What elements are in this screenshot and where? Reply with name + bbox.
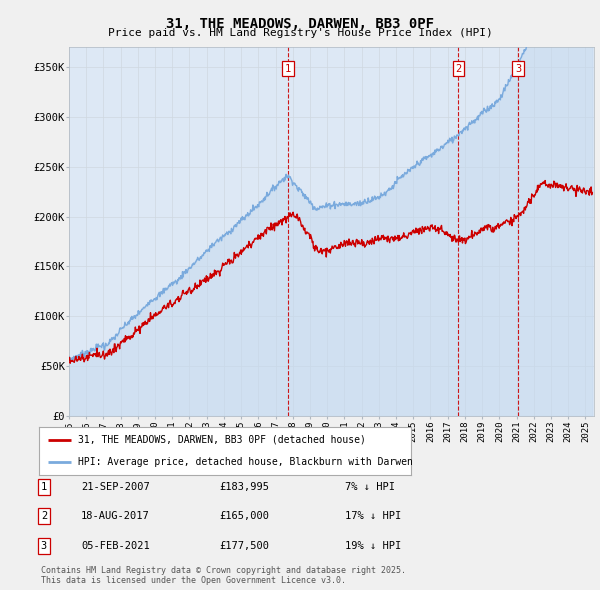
Text: 2: 2 <box>455 64 461 74</box>
Text: HPI: Average price, detached house, Blackburn with Darwen: HPI: Average price, detached house, Blac… <box>78 457 413 467</box>
Text: 2: 2 <box>41 512 47 521</box>
Text: 17% ↓ HPI: 17% ↓ HPI <box>345 512 401 521</box>
Text: 7% ↓ HPI: 7% ↓ HPI <box>345 482 395 491</box>
Text: £165,000: £165,000 <box>219 512 269 521</box>
Text: £177,500: £177,500 <box>219 541 269 550</box>
Text: £183,995: £183,995 <box>219 482 269 491</box>
Text: 1: 1 <box>285 64 291 74</box>
Text: Price paid vs. HM Land Registry's House Price Index (HPI): Price paid vs. HM Land Registry's House … <box>107 28 493 38</box>
Text: 1: 1 <box>41 482 47 491</box>
Text: 31, THE MEADOWS, DARWEN, BB3 0PF (detached house): 31, THE MEADOWS, DARWEN, BB3 0PF (detach… <box>78 435 366 445</box>
Text: 19% ↓ HPI: 19% ↓ HPI <box>345 541 401 550</box>
Text: 05-FEB-2021: 05-FEB-2021 <box>81 541 150 550</box>
Text: 21-SEP-2007: 21-SEP-2007 <box>81 482 150 491</box>
Text: 3: 3 <box>515 64 521 74</box>
Text: 3: 3 <box>41 541 47 550</box>
Text: 31, THE MEADOWS, DARWEN, BB3 0PF: 31, THE MEADOWS, DARWEN, BB3 0PF <box>166 17 434 31</box>
Text: Contains HM Land Registry data © Crown copyright and database right 2025.
This d: Contains HM Land Registry data © Crown c… <box>41 566 406 585</box>
Text: 18-AUG-2017: 18-AUG-2017 <box>81 512 150 521</box>
